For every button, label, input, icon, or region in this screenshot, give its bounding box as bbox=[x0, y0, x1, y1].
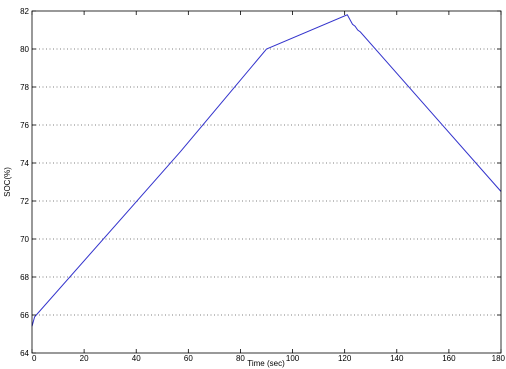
x-tick-label: 120 bbox=[338, 354, 352, 363]
y-tick-label: 82 bbox=[20, 7, 29, 16]
x-axis-label: Time (sec) bbox=[247, 359, 285, 368]
y-tick-label: 64 bbox=[20, 349, 29, 358]
series-layer bbox=[31, 14, 502, 327]
x-tick-label: 40 bbox=[132, 354, 141, 363]
y-tick-label: 76 bbox=[20, 121, 29, 130]
y-tick-label: 80 bbox=[20, 45, 29, 54]
plot-area bbox=[32, 11, 501, 353]
y-tick-label: 70 bbox=[20, 235, 29, 244]
y-tick-label: 66 bbox=[20, 311, 29, 320]
x-ticks: 0 20 40 60 80 100 120 140 160 180 bbox=[31, 11, 506, 363]
soc-series-line bbox=[31, 14, 502, 327]
y-tick-label: 68 bbox=[20, 273, 29, 282]
x-tick-label: 0 bbox=[32, 354, 37, 363]
x-tick-label: 160 bbox=[442, 354, 456, 363]
y-tick-label: 78 bbox=[20, 83, 29, 92]
x-tick-label: 100 bbox=[286, 354, 300, 363]
x-tick-label: 80 bbox=[236, 354, 245, 363]
x-tick-label: 20 bbox=[80, 354, 89, 363]
y-tick-label: 72 bbox=[20, 197, 29, 206]
y-axis-label: SOC(%) bbox=[3, 167, 12, 197]
plot-frame bbox=[31, 10, 502, 354]
x-tick-label: 140 bbox=[390, 354, 404, 363]
y-tick-label: 74 bbox=[20, 159, 29, 168]
x-tick-label: 60 bbox=[184, 354, 193, 363]
x-tick-label: 180 bbox=[492, 354, 506, 363]
y-ticks: 64 66 68 70 72 74 76 78 80 82 bbox=[20, 7, 501, 358]
